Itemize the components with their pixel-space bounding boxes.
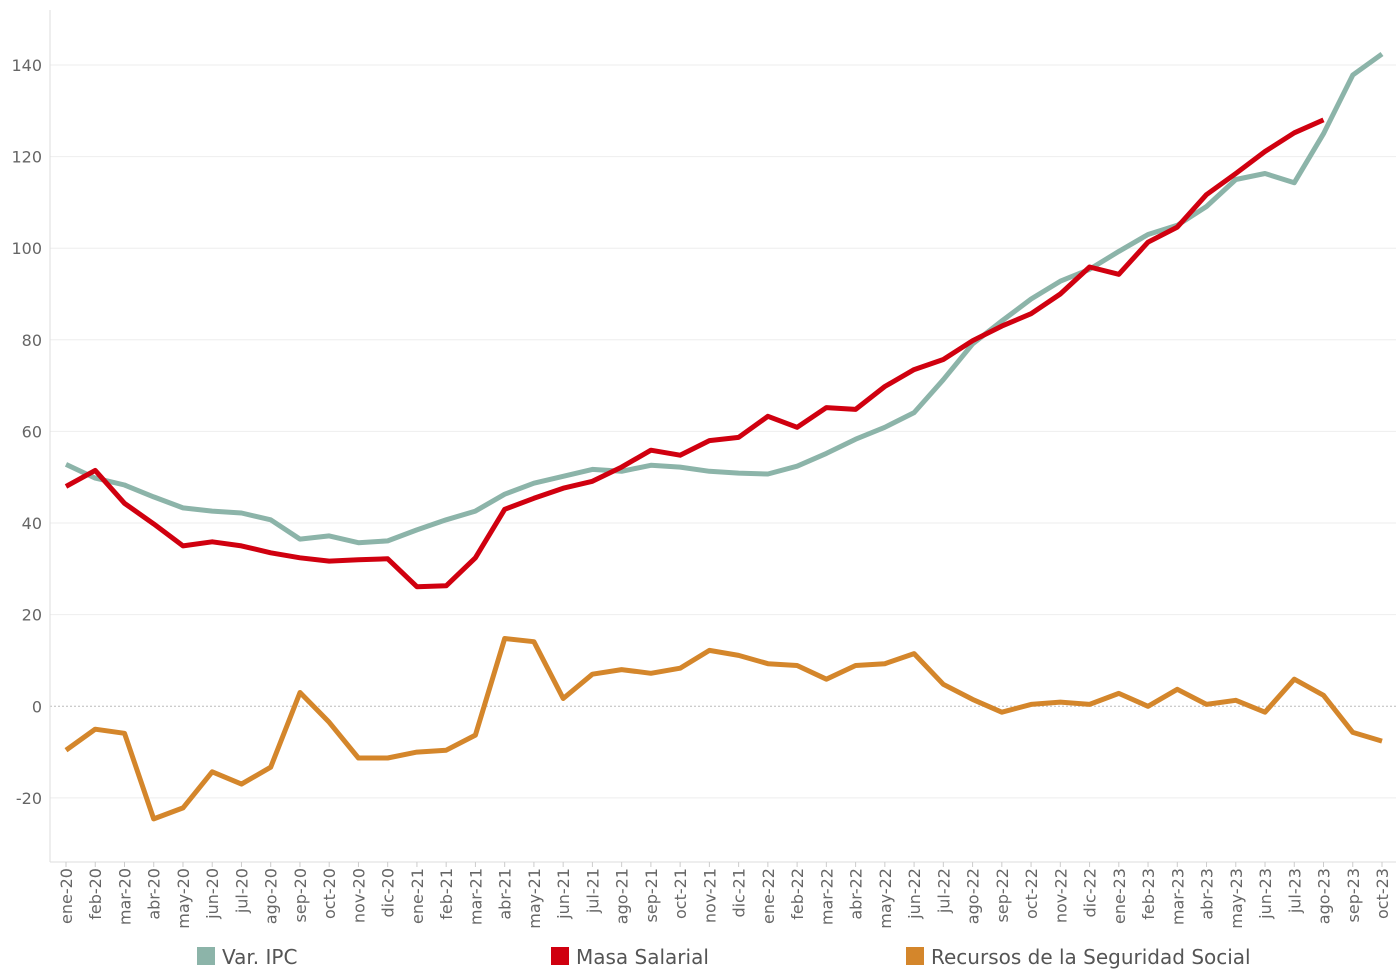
x-tick-label: mar-22 — [817, 868, 836, 925]
x-tick-label: dic-21 — [730, 868, 749, 918]
series-line — [64, 117, 1325, 590]
x-tick-label: jul-22 — [934, 868, 953, 914]
x-tick-label: may-20 — [174, 868, 193, 929]
x-tick-label: jun-21 — [554, 868, 573, 920]
x-tick-label: feb-21 — [437, 868, 456, 920]
x-tick-label: ago-22 — [964, 868, 983, 924]
legend-label: Masa Salarial — [576, 945, 709, 969]
y-tick-label: 40 — [22, 514, 42, 533]
x-tick-label: ago-23 — [1315, 868, 1334, 924]
legend-label: Var. IPC — [222, 945, 297, 969]
x-tick-label: oct-23 — [1373, 868, 1392, 919]
x-tick-label: may-23 — [1227, 868, 1246, 929]
x-tick-label: jun-23 — [1256, 868, 1275, 920]
x-tick-label: sep-21 — [642, 868, 661, 922]
x-tick-label: jul-20 — [232, 868, 251, 914]
x-tick-label: nov-21 — [700, 868, 719, 923]
y-tick-label: 100 — [11, 239, 42, 258]
x-tick-label: jul-23 — [1285, 868, 1304, 914]
x-tick-label: nov-22 — [1051, 868, 1070, 923]
x-tick-label: mar-23 — [1168, 868, 1187, 925]
x-tick-label: ene-20 — [57, 868, 76, 924]
x-tick-label: may-22 — [876, 868, 895, 929]
y-tick-label: -20 — [16, 789, 42, 808]
x-tick-label: ene-22 — [759, 868, 778, 924]
y-tick-label: 120 — [11, 148, 42, 167]
x-tick-label: sep-23 — [1344, 868, 1363, 922]
x-tick-label: abr-23 — [1198, 868, 1217, 920]
x-tick-label: jul-21 — [583, 868, 602, 914]
y-tick-label: 140 — [11, 56, 42, 75]
legend-label: Recursos de la Seguridad Social — [931, 945, 1251, 969]
series-line — [64, 636, 1383, 822]
x-tick-label: dic-22 — [1081, 868, 1100, 918]
legend-swatch — [197, 947, 215, 965]
x-tick-label: feb-22 — [788, 868, 807, 920]
y-tick-label: 80 — [22, 331, 42, 350]
x-tick-label: abr-22 — [847, 868, 866, 920]
series-line — [64, 51, 1384, 546]
x-tick-label: oct-20 — [320, 868, 339, 919]
x-tick-label: jun-20 — [203, 868, 222, 920]
x-tick-label: sep-20 — [291, 868, 310, 922]
x-tick-label: may-21 — [525, 868, 544, 929]
x-tick-label: oct-22 — [1022, 868, 1041, 919]
x-tick-label: ago-21 — [613, 868, 632, 924]
x-tick-label: jun-22 — [905, 868, 924, 920]
x-tick-label: ene-23 — [1110, 868, 1129, 924]
x-tick-label: mar-21 — [466, 868, 485, 925]
x-tick-label: abr-21 — [496, 868, 515, 920]
x-tick-label: abr-20 — [145, 868, 164, 920]
x-tick-label: oct-21 — [671, 868, 690, 919]
x-tick-label: nov-20 — [349, 868, 368, 923]
x-tick-label: mar-20 — [115, 868, 134, 925]
y-tick-label: 60 — [22, 422, 42, 441]
x-tick-label: sep-22 — [993, 868, 1012, 922]
x-tick-label: feb-20 — [86, 868, 105, 920]
x-tick-label: ene-21 — [408, 868, 427, 924]
x-tick-label: dic-20 — [379, 868, 398, 918]
x-tick-label: feb-23 — [1139, 868, 1158, 920]
legend-swatch — [906, 947, 924, 965]
y-tick-label: 20 — [22, 606, 42, 625]
legend-swatch — [551, 947, 569, 965]
y-tick-label: 0 — [32, 697, 42, 716]
x-tick-label: ago-20 — [262, 868, 281, 924]
